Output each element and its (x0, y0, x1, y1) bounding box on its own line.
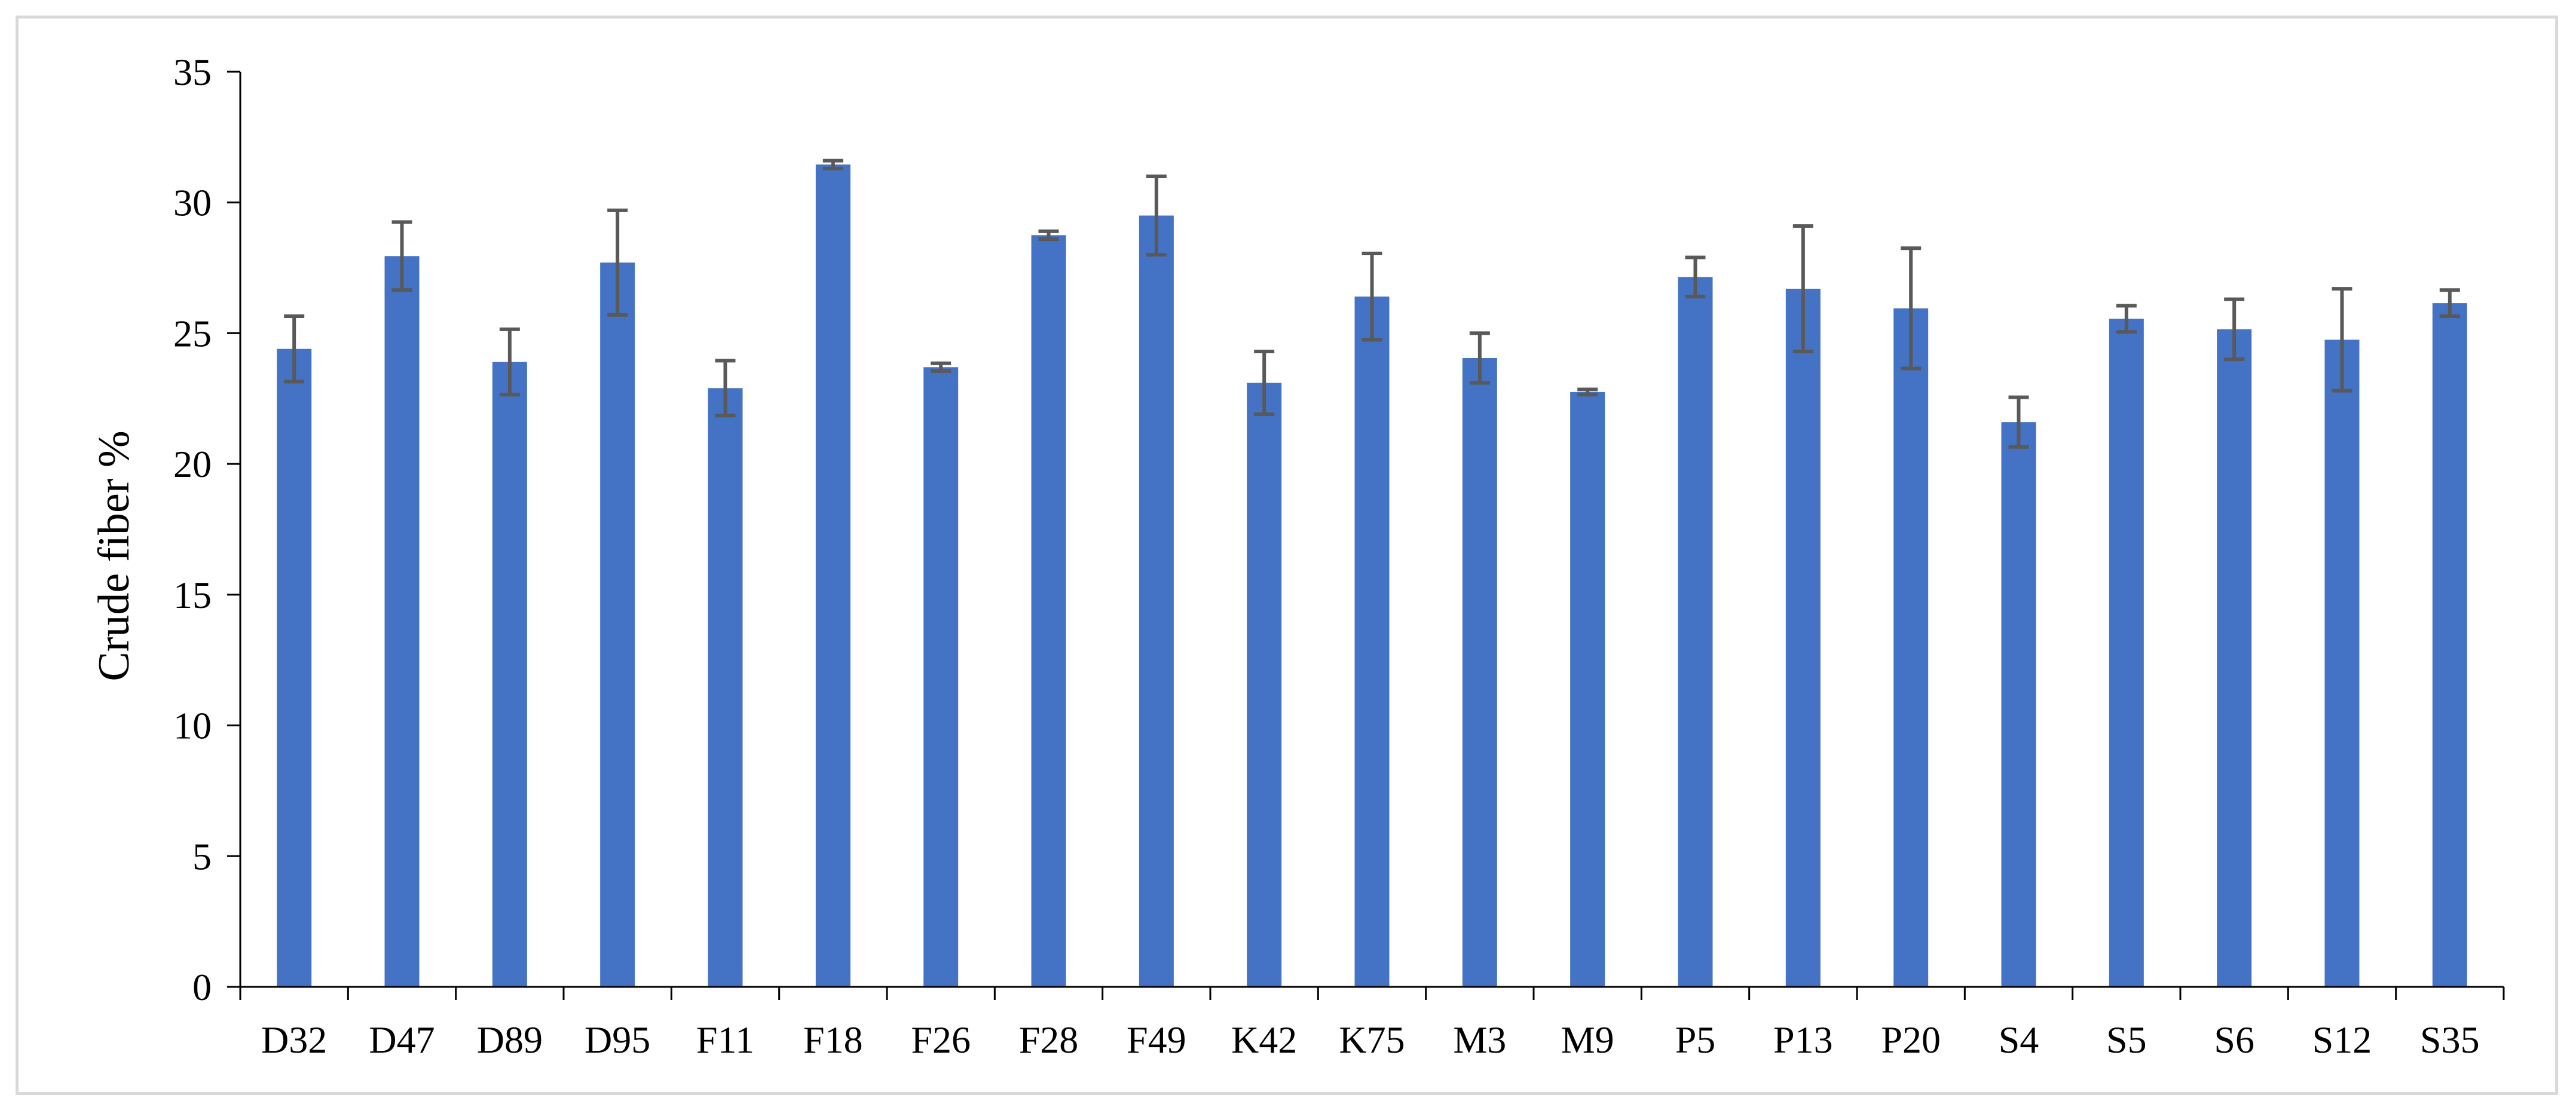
y-tick-label: 25 (173, 312, 212, 354)
bar-s6 (2217, 329, 2252, 987)
x-tick-label: P5 (1675, 1019, 1716, 1061)
bar-d32 (277, 348, 312, 987)
bar-k75 (1354, 296, 1390, 987)
x-tick-label: S12 (2312, 1019, 2372, 1061)
x-tick-label: S35 (2420, 1019, 2480, 1061)
y-tick-label: 20 (173, 443, 212, 485)
x-tick-label: F18 (803, 1019, 863, 1061)
y-tick-label: 35 (173, 51, 212, 93)
bar-m9 (1570, 392, 1605, 987)
bar-s35 (2432, 303, 2467, 987)
x-tick-label: D89 (477, 1019, 543, 1061)
x-tick-label: F11 (696, 1019, 754, 1061)
bar-d95 (600, 262, 635, 987)
x-tick-label: D47 (369, 1019, 435, 1061)
y-tick-label: 10 (173, 705, 212, 747)
bar-f49 (1139, 215, 1174, 987)
bar-f26 (923, 367, 959, 987)
error-bars-group (284, 158, 2460, 449)
x-tick-label: D32 (261, 1019, 327, 1061)
bar-f11 (708, 388, 743, 987)
bar-f28 (1031, 235, 1066, 987)
bar-s12 (2324, 340, 2360, 987)
y-tick-label: 0 (192, 966, 212, 1008)
x-tick-label: K42 (1231, 1019, 1297, 1061)
x-tick-label: S4 (1999, 1019, 2039, 1061)
y-tick-label: 5 (192, 835, 212, 877)
x-tick-label: S6 (2214, 1019, 2254, 1061)
y-axis: 0 5 10 15 20 25 30 35 (173, 51, 241, 1008)
bar-s5 (2109, 319, 2144, 987)
bar-p13 (1785, 289, 1821, 987)
x-tick-label: F49 (1127, 1019, 1186, 1061)
x-tick-label: M3 (1453, 1019, 1506, 1061)
y-axis-title: Crude fiber % (90, 430, 139, 681)
bar-s4 (2001, 422, 2036, 987)
x-tick-label: F28 (1019, 1019, 1079, 1061)
bar-k42 (1247, 383, 1282, 987)
x-tick-label: S5 (2106, 1019, 2147, 1061)
bar-p5 (1678, 277, 1713, 987)
bar-p20 (1893, 308, 1929, 987)
y-tick-label: 30 (173, 182, 212, 224)
x-tick-label: D95 (585, 1019, 650, 1061)
x-tick-label: M9 (1561, 1019, 1614, 1061)
x-tick-label: P20 (1881, 1019, 1941, 1061)
x-axis: D32 D47 D89 D95 F11 F18 F26 F28 F49 K42 K75 M3 M9 P5 P… (239, 986, 2505, 1061)
x-tick-label: K75 (1339, 1019, 1405, 1061)
bars-group (277, 164, 2467, 987)
bar-f18 (815, 164, 850, 987)
bar-d47 (384, 256, 420, 987)
x-tick-label: P13 (1773, 1019, 1833, 1061)
bar-m3 (1462, 357, 1497, 987)
x-tick-label: F26 (911, 1019, 971, 1061)
bar-d89 (492, 362, 527, 987)
y-tick-label: 15 (173, 574, 212, 616)
